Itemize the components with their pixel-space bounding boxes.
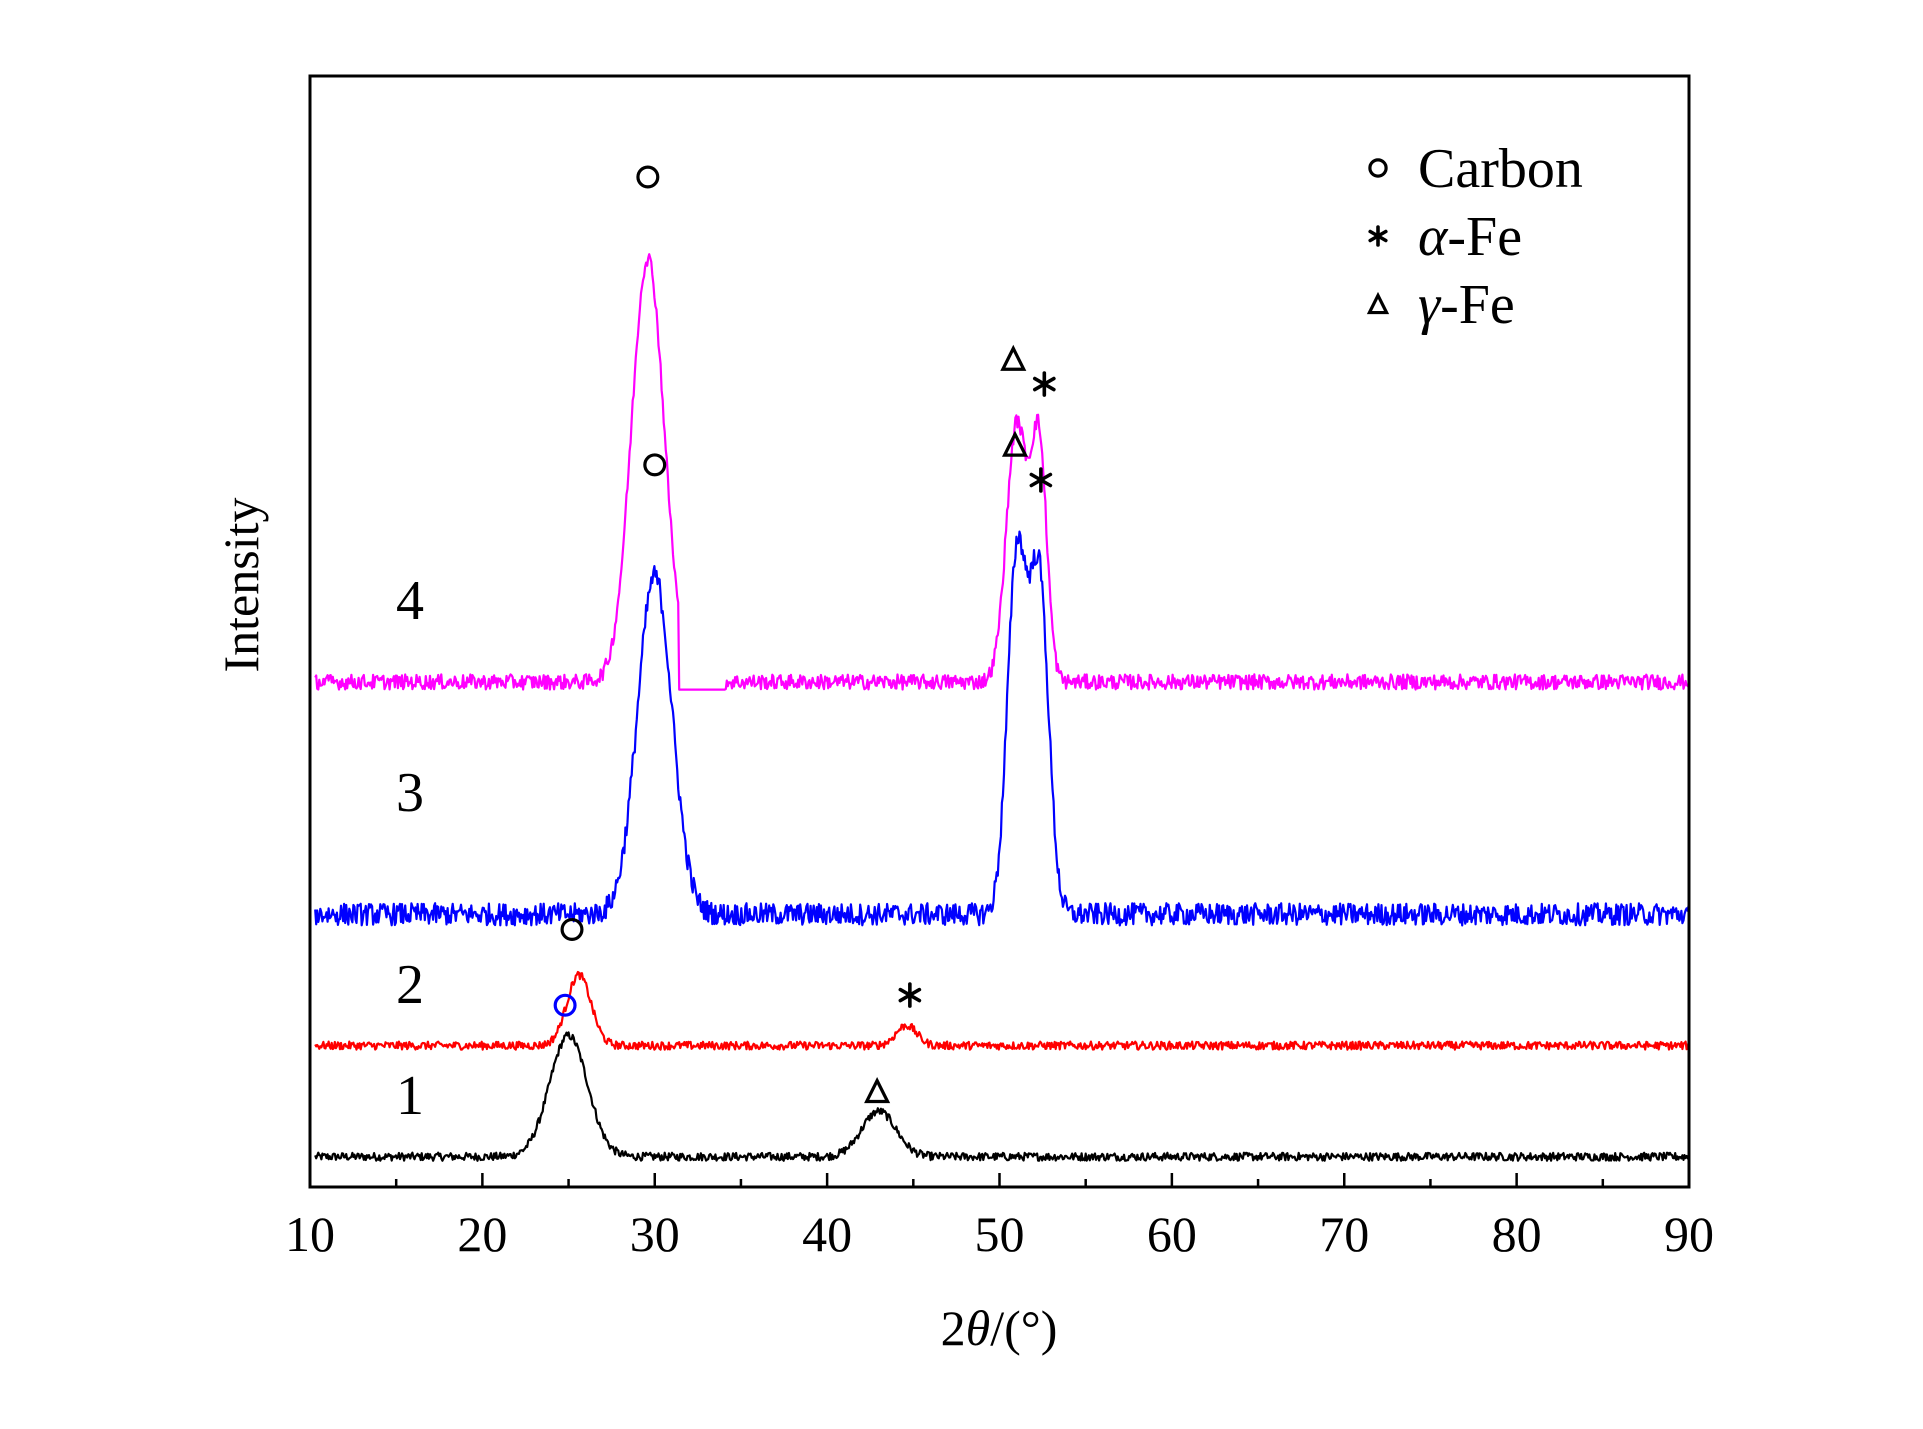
legend-entry-3: γ-Fe (1418, 274, 1515, 336)
phase-marker-layer (553, 165, 1056, 1104)
x-tick-label-10: 10 (285, 1206, 335, 1262)
x-tick-label-80: 80 (1492, 1206, 1542, 1262)
gamma-fe-marker-s1 (864, 1077, 891, 1104)
legend-entry-2: α-Fe (1418, 206, 1522, 268)
y-axis-title: Intensity (213, 498, 269, 673)
x-axis-title: 2θ/(°) (941, 1300, 1058, 1356)
x-tick-label-70: 70 (1319, 1206, 1369, 1262)
legend-entry-greek: α (1418, 206, 1449, 268)
star-marker-icon (1368, 225, 1388, 247)
series-line-3 (314, 530, 1690, 927)
carbon-marker-s3 (643, 453, 667, 477)
triangle-marker-icon (1366, 291, 1390, 315)
x-tick-label-20: 20 (457, 1206, 507, 1262)
x-axis-title-prefix: 2 (941, 1300, 966, 1356)
circle-marker-icon (1368, 158, 1388, 178)
carbon-marker-s2 (560, 917, 584, 941)
series-layer (314, 253, 1690, 1162)
series-line-2 (314, 970, 1690, 1051)
x-tick-label-60: 60 (1147, 1206, 1197, 1262)
x-tick-labels: 10 20 30 40 50 60 70 80 90 (285, 1206, 1714, 1262)
x-tick-label-90: 90 (1664, 1206, 1714, 1262)
curve-label-4: 4 (396, 570, 424, 632)
legend-entry-text: Carbon (1418, 138, 1583, 200)
x-axis-title-theta: θ (966, 1300, 991, 1356)
alpha-fe-marker-s2 (898, 982, 922, 1008)
legend-entry-text: -Fe (1447, 206, 1522, 268)
gamma-fe-marker-s3 (1001, 430, 1029, 457)
carbon-marker-s1 (553, 993, 577, 1017)
alpha-fe-marker-s3 (1029, 467, 1053, 493)
x-tick-label-50: 50 (975, 1206, 1025, 1262)
legend-entry-greek: γ (1418, 274, 1442, 336)
alpha-fe-marker-s4 (1032, 371, 1056, 397)
legend-entry-text: -Fe (1440, 274, 1515, 336)
x-axis-title-unit: /(°) (990, 1300, 1057, 1356)
curve-labels: 1 2 3 4 (396, 570, 424, 1127)
curve-label-2: 2 (396, 954, 424, 1016)
curve-label-3: 3 (396, 762, 424, 824)
gamma-fe-marker-s4 (1000, 344, 1027, 371)
curve-label-1: 1 (396, 1065, 424, 1127)
x-tick-label-40: 40 (802, 1206, 852, 1262)
legend-entry-1: Carbon (1418, 138, 1583, 200)
x-axis-ticks (308, 1173, 1691, 1187)
x-tick-label-30: 30 (630, 1206, 680, 1262)
series-line-4 (314, 253, 1690, 691)
carbon-marker-s4 (636, 165, 660, 189)
series-line-1 (314, 1031, 1690, 1162)
